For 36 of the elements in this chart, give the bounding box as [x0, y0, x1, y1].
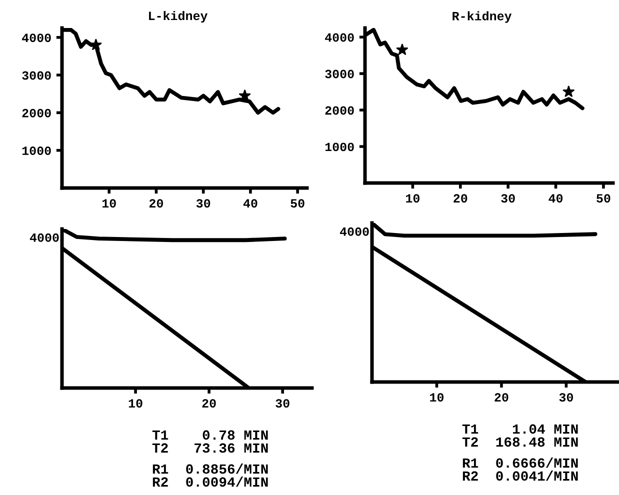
x-tick-label: 40 [548, 194, 563, 203]
text: R2 0.0041/MIN [462, 470, 578, 481]
text: T2 168.48 MIN [462, 437, 578, 447]
text: T1 0.78 MIN [152, 430, 268, 440]
text: T2 73.36 MIN [152, 443, 268, 453]
text: 4000 [30, 233, 59, 242]
y-tick-label: 4000 [22, 34, 51, 42]
x-tick-label: 30 [559, 393, 573, 402]
x-tick-label: 30 [276, 399, 290, 408]
x-tick-label: 20 [202, 399, 216, 408]
x-tick-label: 10 [128, 399, 142, 408]
y-tick-label: 2000 [22, 108, 51, 118]
y-tick-label: 1000 [325, 142, 354, 152]
text: T1 1.04 MIN [462, 424, 578, 434]
x-tick-label: 40 [243, 199, 258, 208]
text: 4000 [340, 227, 369, 236]
x-tick-label: 10 [430, 393, 444, 402]
y-tick-label: 3000 [22, 71, 51, 80]
text: R1 0.8856/MIN [152, 464, 268, 474]
y-tick-label: 3000 [325, 70, 354, 78]
chart-title: R-kidney [452, 11, 512, 23]
x-tick-label: 50 [290, 199, 304, 208]
y-tick-label: 4000 [325, 33, 354, 42]
x-tick-label: 10 [406, 194, 420, 203]
x-tick-label: 30 [196, 199, 210, 208]
x-tick-label: 30 [501, 194, 515, 203]
y-tick-label: 2000 [325, 106, 354, 115]
x-tick-label: 20 [494, 393, 508, 402]
chart-title: L-kidney [149, 10, 208, 23]
x-tick-label: 50 [596, 194, 610, 203]
y-tick-label: 1000 [22, 146, 51, 156]
x-tick-label: 20 [149, 199, 164, 208]
x-tick-label: 10 [102, 199, 116, 208]
text: R2 0.0094/MIN [152, 476, 268, 487]
text: R1 0.6666/MIN [462, 458, 578, 468]
x-tick-label: 20 [454, 194, 468, 203]
